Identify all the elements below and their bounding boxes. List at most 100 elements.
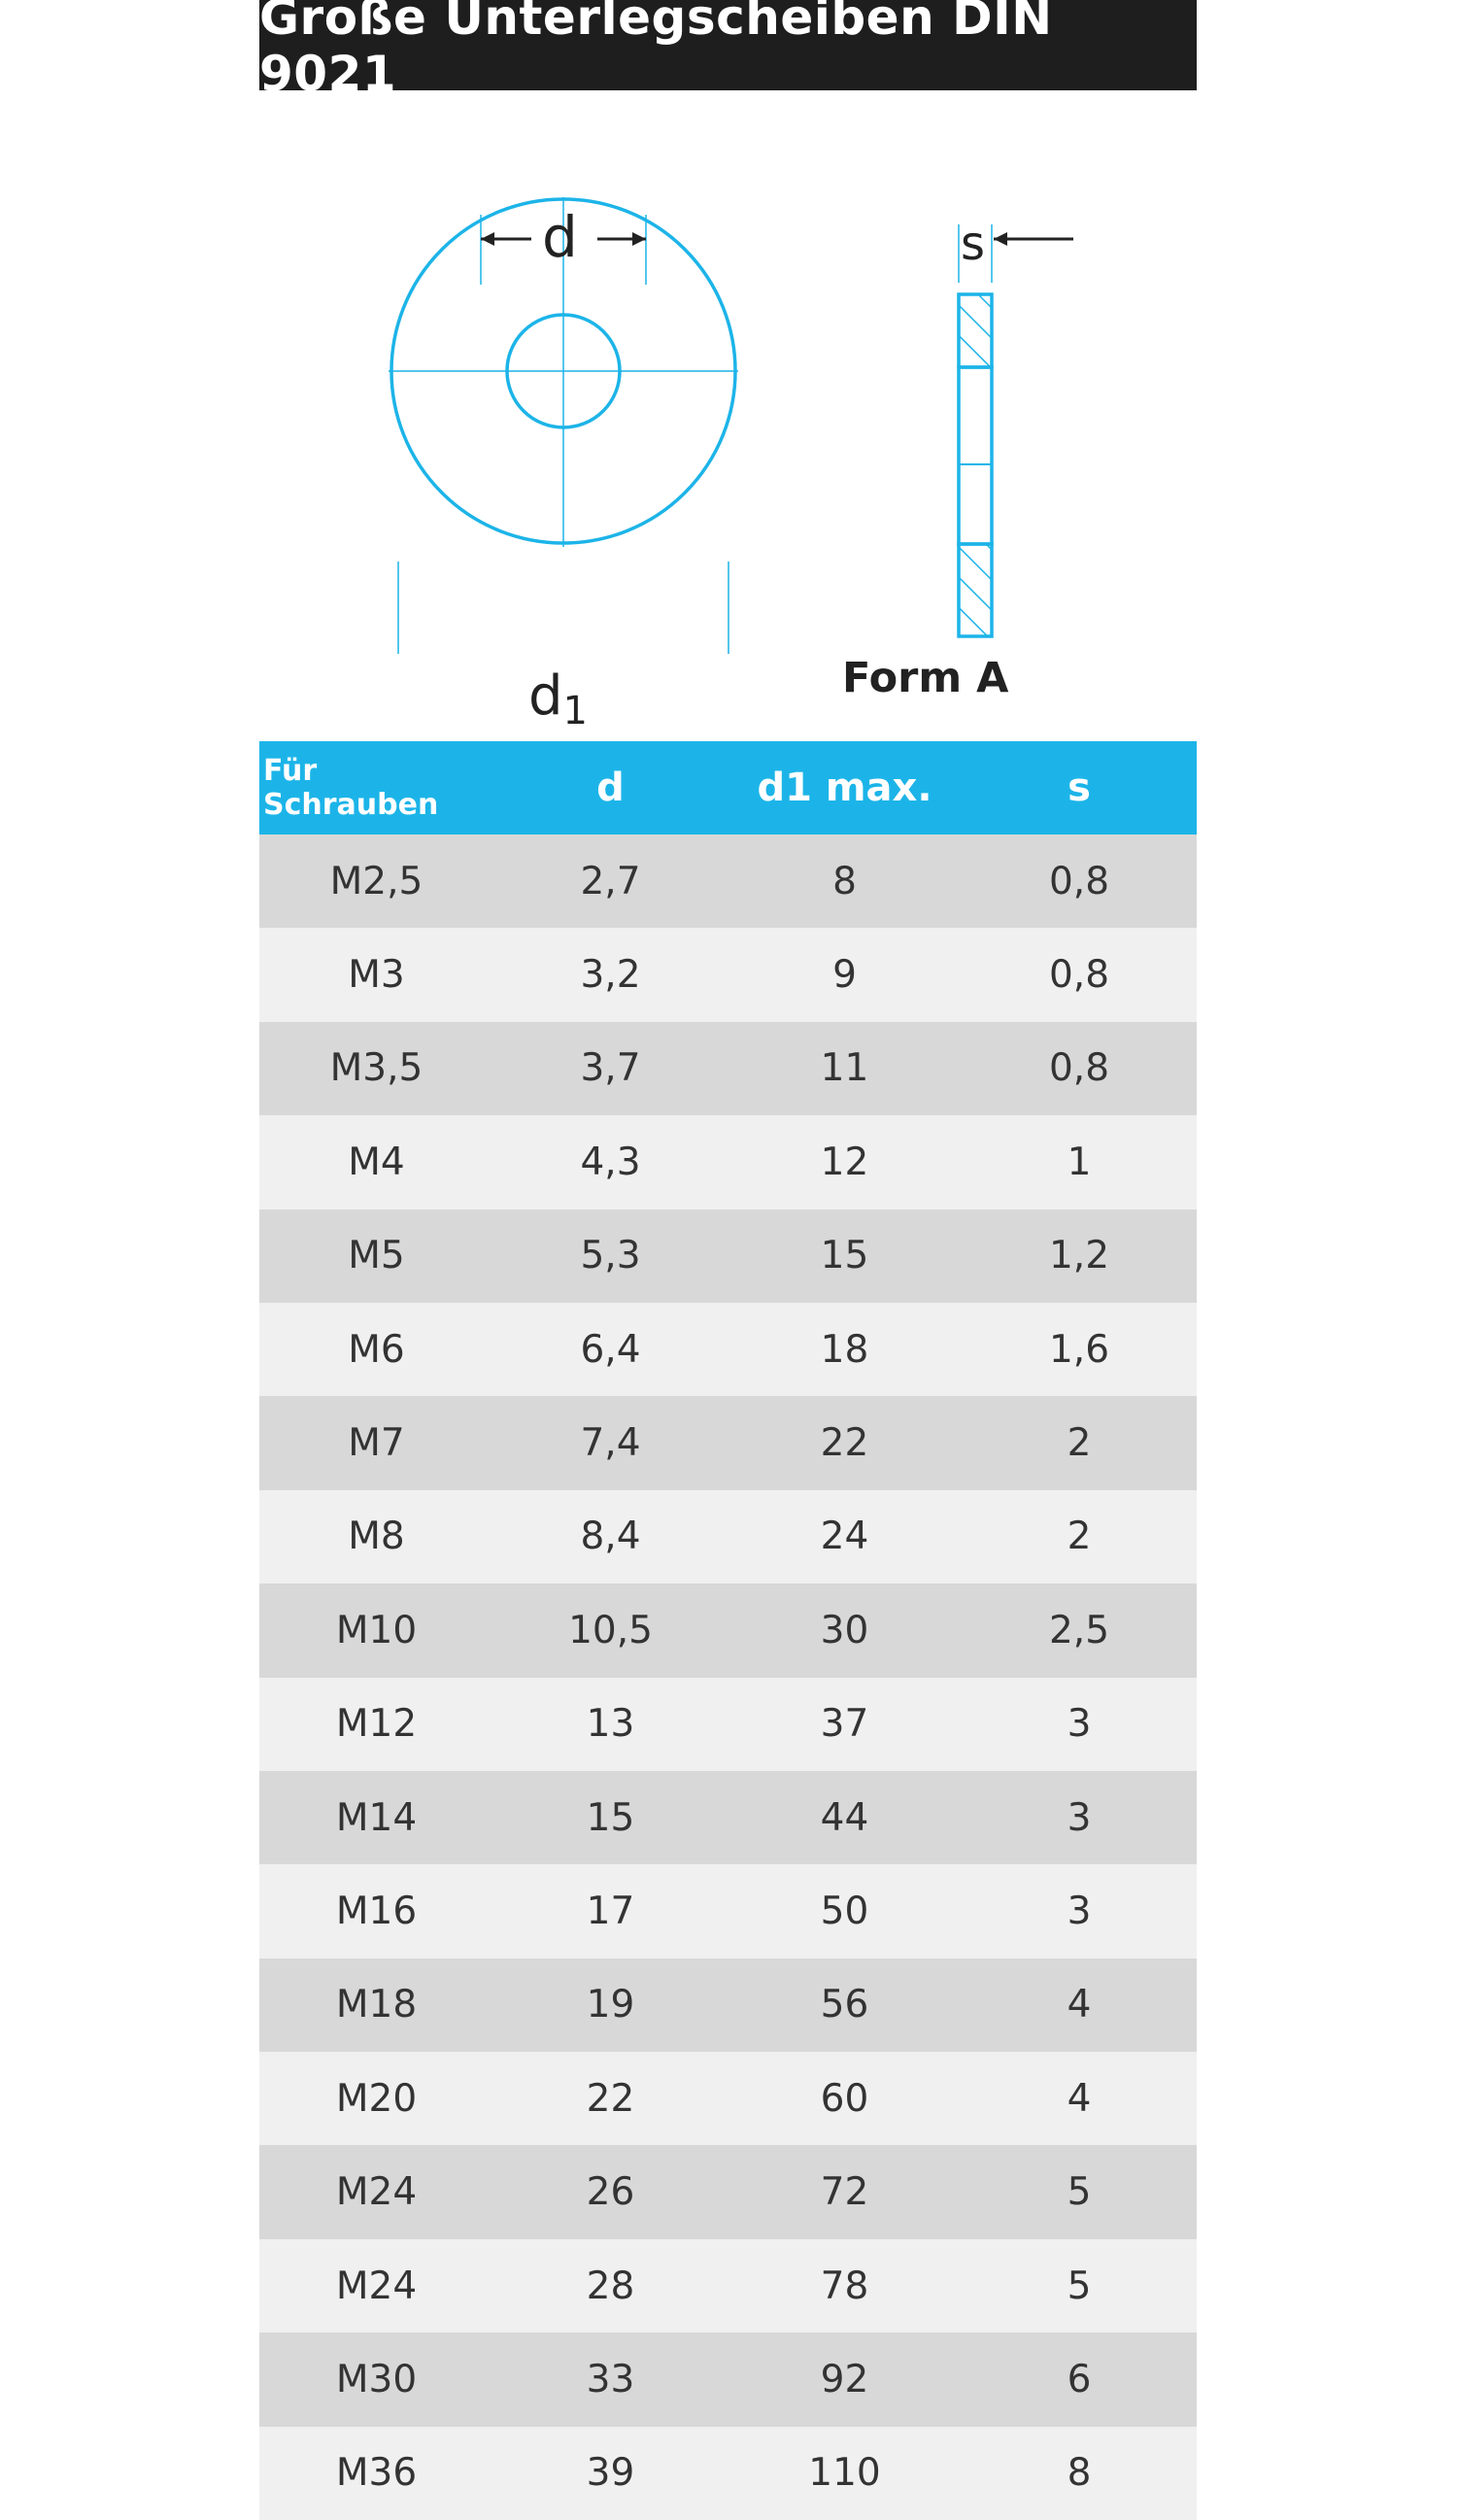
cell-d1-max: 92	[728, 2333, 962, 2427]
cell-s: 1,6	[962, 1302, 1197, 1397]
cell-d: 2,7	[493, 834, 728, 929]
cell-screw: M3	[259, 928, 493, 1022]
cell-d: 33	[493, 2333, 728, 2427]
cell-s: 3	[962, 1864, 1197, 1958]
table-row: M30 33 92 6	[259, 2333, 1197, 2427]
cell-d1-max: 9	[728, 928, 962, 1022]
table-row: M3 3,2 9 0,8	[259, 928, 1197, 1022]
cell-d1-max: 24	[728, 1489, 962, 1584]
cell-screw: M36	[259, 2426, 493, 2520]
cell-d1-max: 30	[728, 1584, 962, 1678]
washer-drawing: d s d1 Form A Für Schrauben d d1 max. s …	[259, 90, 1197, 2520]
table-row: M24 28 78 5	[259, 2238, 1197, 2333]
dimension-d-label: d	[542, 204, 578, 270]
cell-s: 5	[962, 2238, 1197, 2333]
cell-screw: M10	[259, 1584, 493, 1678]
cell-d: 3,2	[493, 928, 728, 1022]
cell-d: 22	[493, 2052, 728, 2146]
cell-screw: M6	[259, 1302, 493, 1397]
cell-d: 6,4	[493, 1302, 728, 1397]
table-row: M2,5 2,7 8 0,8	[259, 834, 1197, 929]
table-row: M7 7,4 22 2	[259, 1396, 1197, 1490]
cell-d1-max: 72	[728, 2145, 962, 2239]
cell-s: 0,8	[962, 1021, 1197, 1116]
cell-screw: M24	[259, 2145, 493, 2239]
cell-d1-max: 11	[728, 1021, 962, 1116]
table-row: M10 10,5 30 2,5	[259, 1584, 1197, 1678]
cell-screw: M2,5	[259, 834, 493, 929]
cell-screw: M8	[259, 1489, 493, 1584]
cell-screw: M20	[259, 2052, 493, 2146]
cell-d1-max: 60	[728, 2052, 962, 2146]
cell-d1-max: 12	[728, 1115, 962, 1209]
cell-d1-max: 44	[728, 1770, 962, 1865]
table-row: M8 8,4 24 2	[259, 1489, 1197, 1584]
table-row: M6 6,4 18 1,6	[259, 1302, 1197, 1397]
table-row: M5 5,3 15 1,2	[259, 1209, 1197, 1303]
cell-d: 8,4	[493, 1489, 728, 1584]
cell-d1-max: 50	[728, 1864, 962, 1958]
cell-d: 13	[493, 1677, 728, 1771]
cell-s: 1,2	[962, 1209, 1197, 1303]
table-row: M16 17 50 3	[259, 1864, 1197, 1958]
table-row: M14 15 44 3	[259, 1770, 1197, 1865]
cell-s: 3	[962, 1770, 1197, 1865]
cell-screw: M4	[259, 1115, 493, 1209]
cell-d1-max: 78	[728, 2238, 962, 2333]
cell-s: 0,8	[962, 928, 1197, 1022]
header-s: s	[962, 741, 1197, 834]
cell-d: 26	[493, 2145, 728, 2239]
cell-d1-max: 110	[728, 2426, 962, 2520]
cell-d: 39	[493, 2426, 728, 2520]
table-row: M18 19 56 4	[259, 1958, 1197, 2053]
cell-d: 7,4	[493, 1396, 728, 1490]
cell-d1-max: 37	[728, 1677, 962, 1771]
cell-screw: M12	[259, 1677, 493, 1771]
cell-d: 19	[493, 1958, 728, 2053]
cell-s: 2	[962, 1396, 1197, 1490]
table-body: M2,5 2,7 8 0,8 M3 3,2 9 0,8 M3,5 3,7 11 0,8 M4 4,3 12 1…	[259, 834, 1197, 2520]
cell-d: 28	[493, 2238, 728, 2333]
cell-screw: M7	[259, 1396, 493, 1490]
cell-d1-max: 8	[728, 834, 962, 929]
cell-screw: M30	[259, 2333, 493, 2427]
table-row: M20 22 60 4	[259, 2052, 1197, 2146]
header-d1-max: d1 max.	[728, 741, 962, 834]
table-header-row: Für Schrauben d d1 max. s	[259, 741, 1197, 834]
dimension-d1-label: d1	[528, 669, 588, 733]
form-label: Form A	[842, 654, 1009, 702]
washer-spec-table: Für Schrauben d d1 max. s M2,5 2,7 8 0,8 M3 3…	[259, 741, 1197, 2520]
cell-s: 2,5	[962, 1584, 1197, 1678]
washer-side-view	[957, 292, 994, 638]
dimension-d1-sub: 1	[562, 689, 588, 733]
cell-s: 8	[962, 2426, 1197, 2520]
table-row: M12 13 37 3	[259, 1677, 1197, 1771]
cell-screw: M14	[259, 1770, 493, 1865]
table-row: M36 39 110 8	[259, 2426, 1197, 2520]
cell-d1-max: 15	[728, 1209, 962, 1303]
cell-screw: M18	[259, 1958, 493, 2053]
table-row: M24 26 72 5	[259, 2145, 1197, 2239]
dimension-d1-main: d	[528, 664, 563, 728]
cell-s: 2	[962, 1489, 1197, 1584]
washer-diagram	[389, 197, 1073, 654]
header-screw: Für Schrauben	[259, 741, 493, 834]
cell-s: 4	[962, 1958, 1197, 2053]
cell-d: 3,7	[493, 1021, 728, 1116]
cell-d: 15	[493, 1770, 728, 1865]
cell-s: 4	[962, 2052, 1197, 2146]
cell-s: 6	[962, 2333, 1197, 2427]
table-row: M4 4,3 12 1	[259, 1115, 1197, 1209]
header-d: d	[493, 741, 728, 834]
page-title: Große Unterlegscheiben DIN 9021	[259, 0, 1197, 102]
cell-s: 1	[962, 1115, 1197, 1209]
cell-screw: M24	[259, 2238, 493, 2333]
table-row: M3,5 3,7 11 0,8	[259, 1021, 1197, 1116]
cell-d: 4,3	[493, 1115, 728, 1209]
cell-screw: M16	[259, 1864, 493, 1958]
cell-s: 5	[962, 2145, 1197, 2239]
dimension-s-label: s	[961, 217, 986, 271]
cell-d: 17	[493, 1864, 728, 1958]
cell-d1-max: 22	[728, 1396, 962, 1490]
cell-d1-max: 56	[728, 1958, 962, 2053]
